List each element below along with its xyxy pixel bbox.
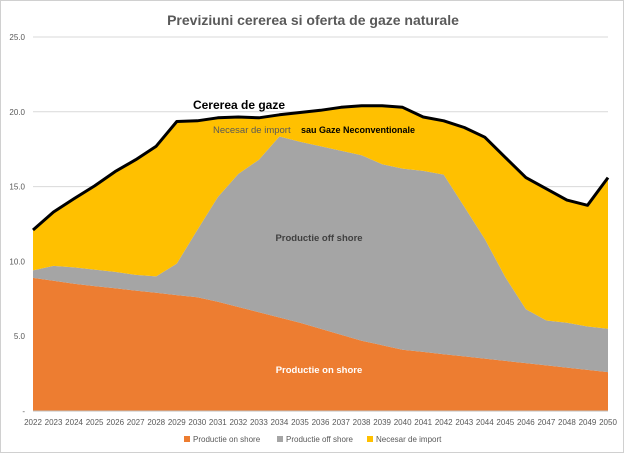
legend-label-1: Productie on shore bbox=[193, 435, 261, 444]
chart-title: Previziuni cererea si oferta de gaze nat… bbox=[167, 12, 459, 28]
demand-line bbox=[32, 104, 610, 232]
legend-swatch-3 bbox=[367, 436, 373, 442]
annotation-onshore: Productie on shore bbox=[276, 365, 363, 376]
legend-swatch-2 bbox=[277, 436, 283, 442]
x-tick-label: 2034 bbox=[271, 418, 289, 427]
x-tick-label: 2024 bbox=[65, 418, 83, 427]
annotation-unconventional: sau Gaze Neconventionale bbox=[301, 125, 415, 135]
x-tick-label: 2039 bbox=[373, 418, 391, 427]
y-tick-label: 10.0 bbox=[9, 257, 25, 266]
stacked-areas bbox=[33, 105, 608, 411]
y-tick-label: 20.0 bbox=[9, 108, 25, 117]
area-series-1 bbox=[33, 277, 608, 411]
x-tick-label: 2032 bbox=[229, 418, 247, 427]
x-tick-label: 2049 bbox=[579, 418, 597, 427]
x-tick-label: 2040 bbox=[394, 418, 412, 427]
x-tick-label: 2036 bbox=[312, 418, 330, 427]
x-tick-label: 2046 bbox=[517, 418, 535, 427]
axes: - 5.0 10.0 15.0 20.0 25.0 2022 2023 2024 2025 2026… bbox=[9, 33, 617, 427]
x-tick-label: 2035 bbox=[291, 418, 309, 427]
x-tick-label: 2045 bbox=[496, 418, 514, 427]
legend-label-2: Productie off shore bbox=[286, 435, 354, 444]
x-tick-label: 2047 bbox=[537, 418, 555, 427]
annotations: Cererea de gaze Necesar de import sau Ga… bbox=[193, 98, 415, 376]
x-tick-label: 2033 bbox=[250, 418, 268, 427]
x-tick-label: 2043 bbox=[455, 418, 473, 427]
x-tick-label: 2037 bbox=[332, 418, 350, 427]
x-tick-label: 2029 bbox=[168, 418, 186, 427]
y-tick-label: 25.0 bbox=[9, 33, 25, 42]
y-tick-label: 15.0 bbox=[9, 183, 25, 192]
x-tick-label: 2041 bbox=[414, 418, 432, 427]
demand-line-layer bbox=[32, 104, 610, 232]
area-series-3 bbox=[33, 105, 608, 329]
x-tick-label: 2022 bbox=[24, 418, 42, 427]
y-tick-label: - bbox=[22, 407, 25, 416]
legend-label-3: Necesar de import bbox=[376, 435, 442, 444]
x-tick-label: 2044 bbox=[476, 418, 494, 427]
x-tick-label: 2025 bbox=[86, 418, 104, 427]
x-tick-label: 2050 bbox=[599, 418, 617, 427]
x-tick-label: 2048 bbox=[558, 418, 576, 427]
annotation-offshore: Productie off shore bbox=[275, 233, 362, 244]
annotation-import: Necesar de import bbox=[213, 125, 291, 136]
annotation-demand: Cererea de gaze bbox=[193, 98, 285, 112]
x-tick-label: 2026 bbox=[106, 418, 124, 427]
x-tick-label: 2027 bbox=[127, 418, 145, 427]
x-tick-label: 2038 bbox=[353, 418, 371, 427]
x-tick-label: 2042 bbox=[435, 418, 453, 427]
x-tick-label: 2028 bbox=[147, 418, 165, 427]
legend: Productie on shore Productie off shore Nec… bbox=[184, 435, 442, 444]
legend-swatch-1 bbox=[184, 436, 190, 442]
x-tick-label: 2030 bbox=[188, 418, 206, 427]
x-tick-label: 2031 bbox=[209, 418, 227, 427]
x-tick-label: 2023 bbox=[45, 418, 63, 427]
area-series-2 bbox=[33, 136, 608, 373]
y-tick-label: 5.0 bbox=[14, 332, 26, 341]
